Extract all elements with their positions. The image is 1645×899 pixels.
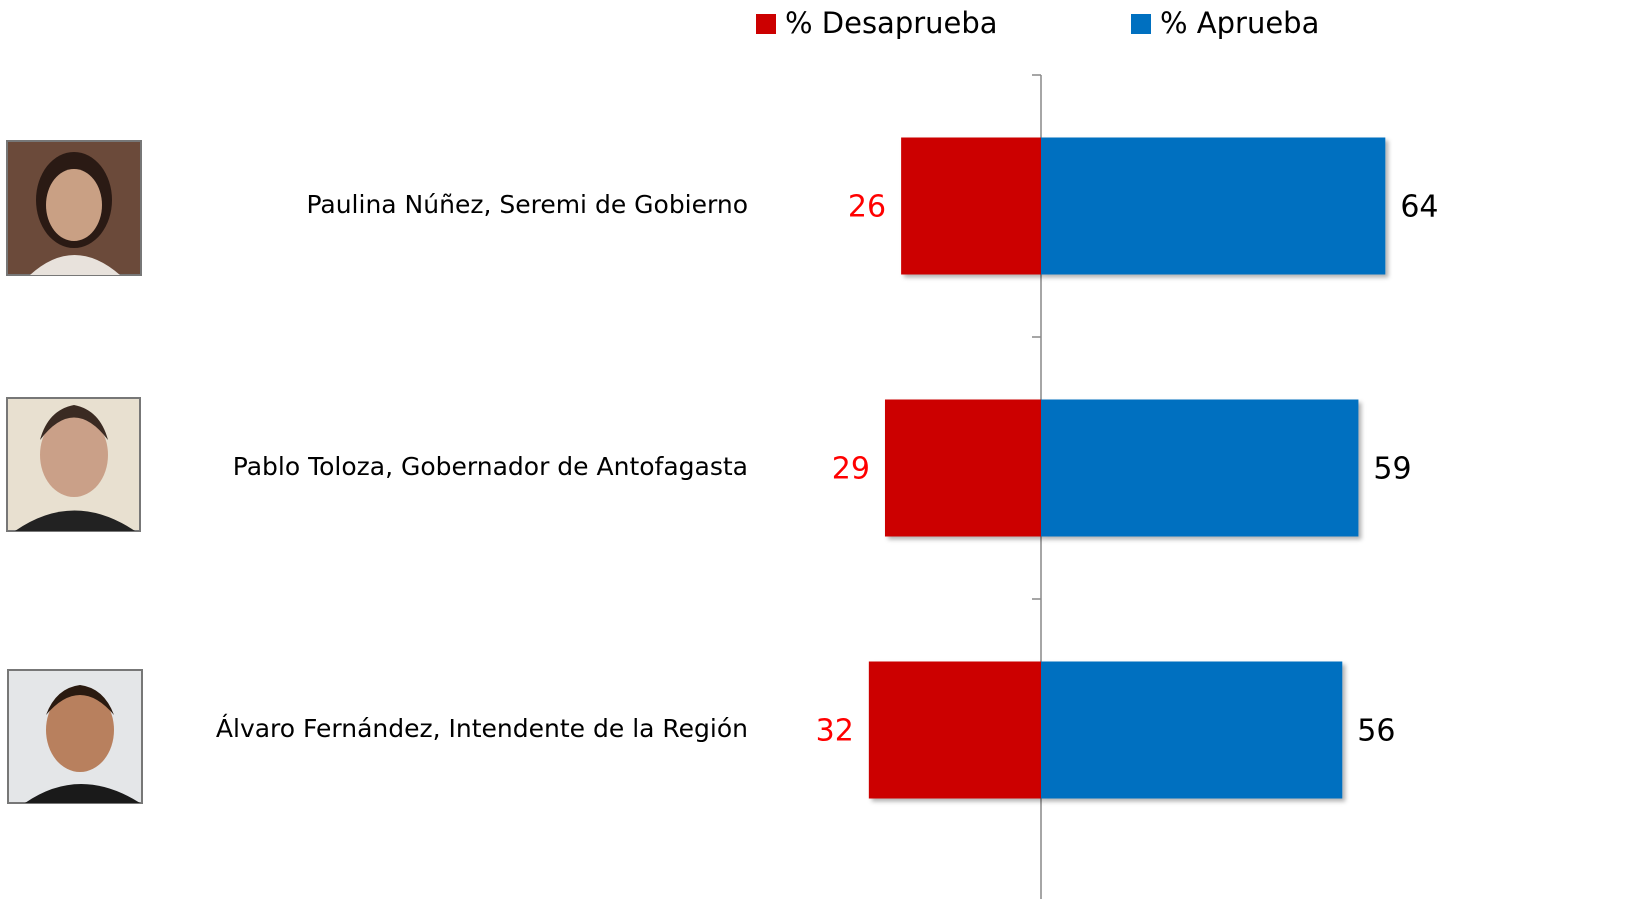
bar [884,399,1041,537]
photo [6,140,142,276]
category-label: Paulina Núñez, Seremi de Gobierno [306,190,748,219]
value-label: 56 [1357,714,1395,749]
bar [1041,661,1343,799]
category-label: Álvaro Fernández, Intendente de la Regió… [216,714,748,743]
legend-label: % Desaprueba [785,6,998,40]
bar [868,661,1041,799]
bar [1041,399,1359,537]
legend-label: % Aprueba [1160,6,1319,40]
value-label: 29 [832,452,870,487]
photo [6,397,141,532]
photo [7,669,143,804]
legend-swatch [1131,14,1151,34]
bar [901,137,1041,275]
bar [1041,137,1386,275]
value-label: 59 [1373,452,1411,487]
value-label: 32 [816,714,854,749]
category-label: Pablo Toloza, Gobernador de Antofagasta [233,452,748,481]
legend-swatch [756,14,776,34]
value-label: 64 [1400,190,1438,225]
value-label: 26 [848,190,886,225]
